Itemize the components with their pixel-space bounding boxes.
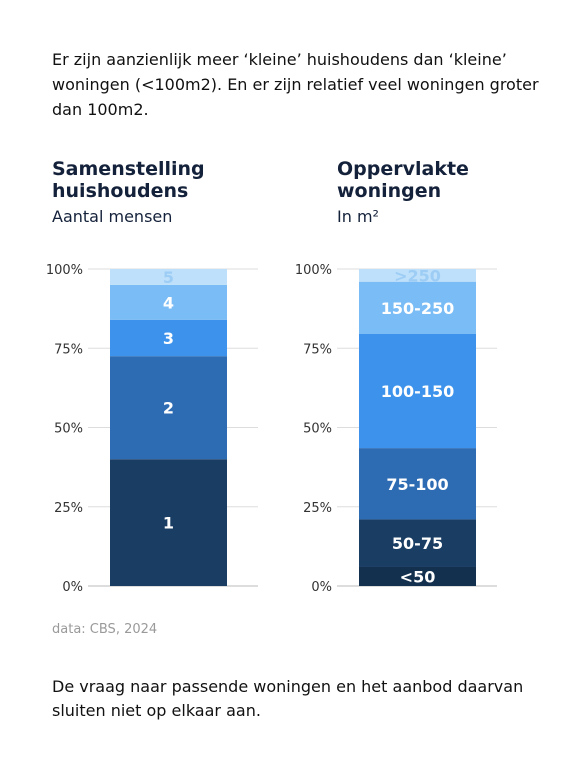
- tick-label-households-3: 75%: [54, 342, 83, 357]
- outro-text: De vraag naar passende woningen en het a…: [52, 677, 524, 720]
- intro-text: Er zijn aanzienlijk meer ‘kleine’ huisho…: [52, 50, 539, 119]
- chart-title-dwellings: Oppervlakte woningen: [337, 158, 469, 202]
- segment-label-households-3: 4: [163, 293, 174, 312]
- chart-title-households: Samenstelling huishoudens: [52, 158, 205, 202]
- segment-label-households-2: 3: [163, 329, 174, 348]
- bar-segment-dwellings-3: [359, 333, 476, 449]
- stacked-bar-charts: 0%25%50%75%100%123450%25%50%75%100%<5050…: [46, 263, 497, 595]
- tick-label-dwellings-1: 25%: [303, 501, 332, 516]
- tick-label-households-2: 50%: [54, 422, 83, 437]
- tick-label-households-1: 25%: [54, 501, 83, 516]
- segment-label-dwellings-5: >250: [394, 266, 441, 285]
- bar-segment-dwellings-4: [359, 281, 476, 334]
- segment-label-dwellings-3: 100-150: [381, 382, 454, 401]
- bar-segment-dwellings-1: [359, 519, 476, 567]
- chart-subtitle-dwellings: In m²: [337, 207, 379, 226]
- tick-label-dwellings-4: 100%: [295, 263, 332, 278]
- segment-label-dwellings-4: 150-250: [381, 299, 454, 318]
- bar-segment-households-4: [110, 269, 227, 285]
- segment-label-households-0: 1: [163, 514, 174, 533]
- tick-label-households-0: 0%: [62, 580, 83, 595]
- segment-label-households-1: 2: [163, 399, 174, 418]
- bar-segment-dwellings-2: [359, 448, 476, 520]
- bar-segment-households-1: [110, 356, 227, 460]
- tick-label-dwellings-3: 75%: [303, 342, 332, 357]
- bar-segment-households-2: [110, 319, 227, 357]
- bar-segment-households-0: [110, 459, 227, 586]
- segment-label-dwellings-1: 50-75: [392, 534, 443, 553]
- segment-label-dwellings-0: <50: [400, 567, 436, 586]
- tick-label-households-4: 100%: [46, 263, 83, 278]
- tick-label-dwellings-0: 0%: [311, 580, 332, 595]
- bar-segment-dwellings-0: [359, 566, 476, 586]
- segment-label-dwellings-2: 75-100: [386, 475, 448, 494]
- bar-segment-households-3: [110, 284, 227, 320]
- bar-segment-dwellings-5: [359, 269, 476, 282]
- tick-label-dwellings-2: 50%: [303, 422, 332, 437]
- chart-subtitle-households: Aantal mensen: [52, 207, 173, 226]
- segment-label-households-4: 5: [163, 268, 174, 287]
- source-note: data: CBS, 2024: [52, 622, 158, 637]
